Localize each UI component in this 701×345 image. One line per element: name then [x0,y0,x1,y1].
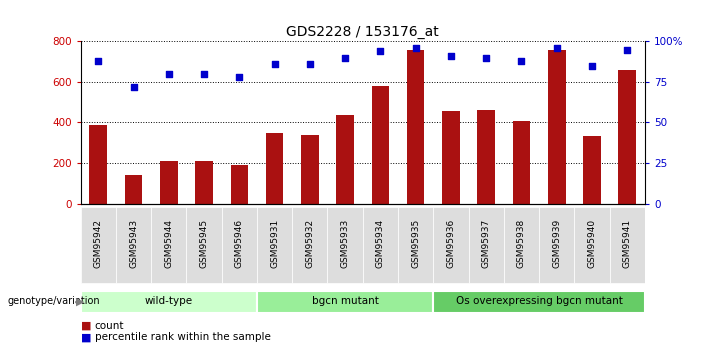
Text: percentile rank within the sample: percentile rank within the sample [95,333,271,342]
Bar [468,207,504,283]
Point [481,55,492,60]
Bar [477,110,495,204]
Text: GSM95931: GSM95931 [270,219,279,268]
Point [93,58,104,63]
Bar [610,207,645,283]
Text: GSM95944: GSM95944 [164,219,173,268]
Text: bgcn mutant: bgcn mutant [312,296,379,306]
Bar [151,207,186,283]
Bar [504,207,539,283]
Text: ■: ■ [81,333,91,342]
Point [233,74,245,80]
Text: ▶: ▶ [76,296,84,306]
Bar [433,292,645,313]
Bar [160,161,177,204]
Text: ■: ■ [81,321,91,331]
Text: GSM95943: GSM95943 [129,219,138,268]
Title: GDS2228 / 153176_at: GDS2228 / 153176_at [287,25,439,39]
Bar [90,125,107,204]
Text: GSM95946: GSM95946 [235,219,244,268]
Bar [372,86,389,204]
Point [445,53,456,59]
Bar [512,121,530,204]
Point [339,55,350,60]
Text: GSM95942: GSM95942 [94,219,103,268]
Bar [231,165,248,204]
Text: GSM95938: GSM95938 [517,219,526,268]
Bar [539,207,574,283]
Text: Os overexpressing bgcn mutant: Os overexpressing bgcn mutant [456,296,622,306]
Bar [407,49,425,204]
Bar [222,207,257,283]
Point [587,63,598,68]
Bar [618,70,636,204]
Bar [116,207,151,283]
Text: GSM95933: GSM95933 [341,219,350,268]
Text: genotype/variation: genotype/variation [7,296,100,306]
Bar [292,207,327,283]
Text: GSM95936: GSM95936 [447,219,456,268]
Point [128,84,139,90]
Text: GSM95932: GSM95932 [306,219,314,268]
Text: GSM95937: GSM95937 [482,219,491,268]
Bar [548,49,566,204]
Text: count: count [95,321,124,331]
Point [269,61,280,67]
Text: GSM95939: GSM95939 [552,219,562,268]
Point [375,48,386,54]
Text: GSM95940: GSM95940 [587,219,597,268]
Bar [398,207,433,283]
Point [516,58,527,63]
Point [304,61,315,67]
Point [551,45,562,51]
Text: GSM95934: GSM95934 [376,219,385,268]
Bar [81,207,116,283]
Bar [433,207,468,283]
Bar [257,207,292,283]
Bar [336,115,354,204]
Bar [81,292,257,313]
Bar [257,292,433,313]
Text: GSM95941: GSM95941 [622,219,632,268]
Point [622,47,633,52]
Bar [266,132,283,204]
Text: GSM95945: GSM95945 [200,219,209,268]
Point [198,71,210,77]
Bar [186,207,222,283]
Point [163,71,175,77]
Bar [196,161,213,204]
Bar [363,207,398,283]
Text: wild-type: wild-type [144,296,193,306]
Bar [301,135,319,204]
Text: GSM95935: GSM95935 [411,219,420,268]
Bar [583,136,601,204]
Bar [442,111,460,204]
Bar [125,175,142,204]
Bar [574,207,610,283]
Bar [327,207,363,283]
Point [410,45,421,51]
